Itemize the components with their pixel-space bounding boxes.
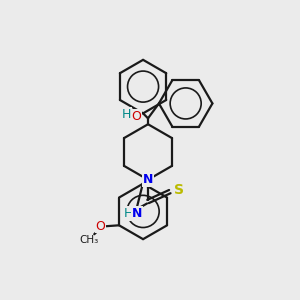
Text: N: N — [132, 207, 142, 220]
Text: N: N — [143, 173, 153, 186]
Text: CH₃: CH₃ — [80, 235, 99, 245]
Text: O: O — [95, 220, 105, 233]
Text: S: S — [174, 183, 184, 196]
Text: H: H — [122, 108, 131, 121]
Text: H: H — [124, 207, 133, 220]
Text: O: O — [131, 110, 141, 123]
